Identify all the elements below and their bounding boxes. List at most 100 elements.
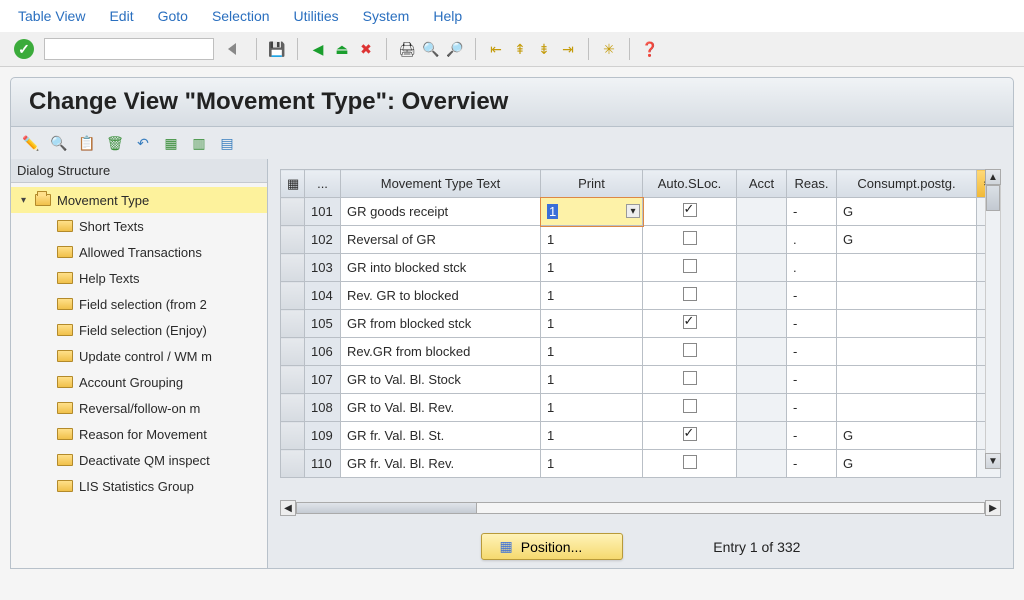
col-num[interactable]: ... bbox=[305, 170, 341, 198]
checkbox[interactable] bbox=[683, 399, 697, 413]
menu-selection[interactable]: Selection bbox=[212, 8, 270, 24]
cell-num[interactable]: 105 bbox=[305, 310, 341, 338]
enter-icon[interactable]: ✓ bbox=[14, 39, 34, 59]
cell-autosloc[interactable] bbox=[643, 198, 737, 226]
cell-autosloc[interactable] bbox=[643, 226, 737, 254]
cell-reas[interactable]: . bbox=[787, 226, 837, 254]
select-all-column[interactable]: ▦ bbox=[281, 170, 305, 198]
tree-collapse-icon[interactable]: ▾ bbox=[21, 195, 31, 206]
cell-num[interactable]: 107 bbox=[305, 366, 341, 394]
cell-text[interactable]: GR fr. Val. Bl. St. bbox=[341, 422, 541, 450]
find-icon[interactable]: 🔍 bbox=[421, 39, 441, 59]
col-acct[interactable]: Acct bbox=[737, 170, 787, 198]
input-help-icon[interactable]: ▾ bbox=[626, 204, 640, 218]
checkbox[interactable] bbox=[683, 343, 697, 357]
save-icon[interactable]: 💾 bbox=[267, 39, 287, 59]
cell-autosloc[interactable] bbox=[643, 394, 737, 422]
horizontal-scrollbar[interactable]: ◀ ▶ bbox=[280, 499, 1001, 517]
tree-node[interactable]: Allowed Transactions bbox=[11, 239, 267, 265]
row-selector[interactable] bbox=[281, 422, 305, 450]
cell-print[interactable]: 1 bbox=[541, 394, 643, 422]
cell-num[interactable]: 106 bbox=[305, 338, 341, 366]
back-icon[interactable]: ◀ bbox=[308, 39, 328, 59]
cell-consumpt[interactable]: G bbox=[837, 422, 977, 450]
cell-num[interactable]: 109 bbox=[305, 422, 341, 450]
cell-text[interactable]: GR into blocked stck bbox=[341, 254, 541, 282]
cell-print[interactable]: 1 bbox=[541, 254, 643, 282]
tree-node[interactable]: Reversal/follow-on m bbox=[11, 395, 267, 421]
row-selector[interactable] bbox=[281, 198, 305, 226]
row-selector[interactable] bbox=[281, 310, 305, 338]
col-consumpt[interactable]: Consumpt.postg. bbox=[837, 170, 977, 198]
cell-acct[interactable] bbox=[737, 226, 787, 254]
menu-edit[interactable]: Edit bbox=[109, 8, 133, 24]
cell-print[interactable]: 1 bbox=[541, 282, 643, 310]
cell-text[interactable]: Rev.GR from blocked bbox=[341, 338, 541, 366]
col-print[interactable]: Print bbox=[541, 170, 643, 198]
cell-text[interactable]: GR from blocked stck bbox=[341, 310, 541, 338]
checkbox[interactable] bbox=[683, 259, 697, 273]
cell-text[interactable]: GR fr. Val. Bl. Rev. bbox=[341, 450, 541, 478]
scroll-up-icon[interactable]: ▲ bbox=[985, 169, 1001, 185]
cell-num[interactable]: 110 bbox=[305, 450, 341, 478]
find-next-icon[interactable]: 🔎 bbox=[445, 39, 465, 59]
scroll-left-icon[interactable]: ◀ bbox=[280, 500, 296, 516]
help-icon[interactable]: ❓ bbox=[640, 39, 660, 59]
tree-node[interactable]: Short Texts bbox=[11, 213, 267, 239]
cell-print[interactable]: 1 bbox=[541, 422, 643, 450]
scroll-right-icon[interactable]: ▶ bbox=[985, 500, 1001, 516]
cell-num[interactable]: 108 bbox=[305, 394, 341, 422]
row-selector[interactable] bbox=[281, 366, 305, 394]
cell-consumpt[interactable] bbox=[837, 338, 977, 366]
checkbox[interactable] bbox=[683, 315, 697, 329]
checkbox[interactable] bbox=[683, 287, 697, 301]
cell-acct[interactable] bbox=[737, 394, 787, 422]
checkbox[interactable] bbox=[683, 231, 697, 245]
cell-consumpt[interactable]: G bbox=[837, 450, 977, 478]
menu-goto[interactable]: Goto bbox=[158, 8, 188, 24]
scroll-down-icon[interactable]: ▼ bbox=[985, 453, 1001, 469]
cell-consumpt[interactable] bbox=[837, 254, 977, 282]
cancel-icon[interactable]: ✖ bbox=[356, 39, 376, 59]
cell-acct[interactable] bbox=[737, 450, 787, 478]
row-selector[interactable] bbox=[281, 338, 305, 366]
cell-consumpt[interactable] bbox=[837, 310, 977, 338]
cell-print[interactable]: 1 bbox=[541, 226, 643, 254]
checkbox[interactable] bbox=[683, 427, 697, 441]
cell-reas[interactable]: - bbox=[787, 422, 837, 450]
cell-consumpt[interactable]: G bbox=[837, 226, 977, 254]
cell-reas[interactable]: . bbox=[787, 254, 837, 282]
cell-reas[interactable]: - bbox=[787, 310, 837, 338]
cell-num[interactable]: 102 bbox=[305, 226, 341, 254]
cell-print[interactable]: 1▾ bbox=[541, 198, 643, 226]
hscroll-thumb[interactable] bbox=[297, 503, 477, 513]
copy-icon[interactable]: 📋 bbox=[77, 133, 97, 153]
row-selector[interactable] bbox=[281, 394, 305, 422]
cell-print[interactable]: 1 bbox=[541, 366, 643, 394]
vertical-scrollbar[interactable]: ▲ ▼ bbox=[985, 169, 1001, 469]
cell-text[interactable]: GR to Val. Bl. Rev. bbox=[341, 394, 541, 422]
menu-tableview[interactable]: Table View bbox=[18, 8, 85, 24]
cell-reas[interactable]: - bbox=[787, 450, 837, 478]
cell-num[interactable]: 103 bbox=[305, 254, 341, 282]
cell-autosloc[interactable] bbox=[643, 450, 737, 478]
tree-node[interactable]: Field selection (Enjoy) bbox=[11, 317, 267, 343]
cell-consumpt[interactable] bbox=[837, 282, 977, 310]
cell-autosloc[interactable] bbox=[643, 310, 737, 338]
tree-node[interactable]: LIS Statistics Group bbox=[11, 473, 267, 499]
tree-node[interactable]: Reason for Movement bbox=[11, 421, 267, 447]
cell-consumpt[interactable] bbox=[837, 366, 977, 394]
cell-acct[interactable] bbox=[737, 338, 787, 366]
tree-node-movement-type[interactable]: ▾ Movement Type bbox=[11, 187, 267, 213]
overview-icon[interactable]: 🔍 bbox=[49, 133, 69, 153]
cell-print[interactable]: 1 bbox=[541, 450, 643, 478]
cell-acct[interactable] bbox=[737, 366, 787, 394]
tree-node[interactable]: Deactivate QM inspect bbox=[11, 447, 267, 473]
cell-acct[interactable] bbox=[737, 198, 787, 226]
new-session-icon[interactable]: ✳ bbox=[599, 39, 619, 59]
cell-text[interactable]: GR goods receipt bbox=[341, 198, 541, 226]
cell-autosloc[interactable] bbox=[643, 422, 737, 450]
deselect-all-icon[interactable]: ▤ bbox=[217, 133, 237, 153]
col-movement-type-text[interactable]: Movement Type Text bbox=[341, 170, 541, 198]
select-all-icon[interactable]: ▦ bbox=[161, 133, 181, 153]
